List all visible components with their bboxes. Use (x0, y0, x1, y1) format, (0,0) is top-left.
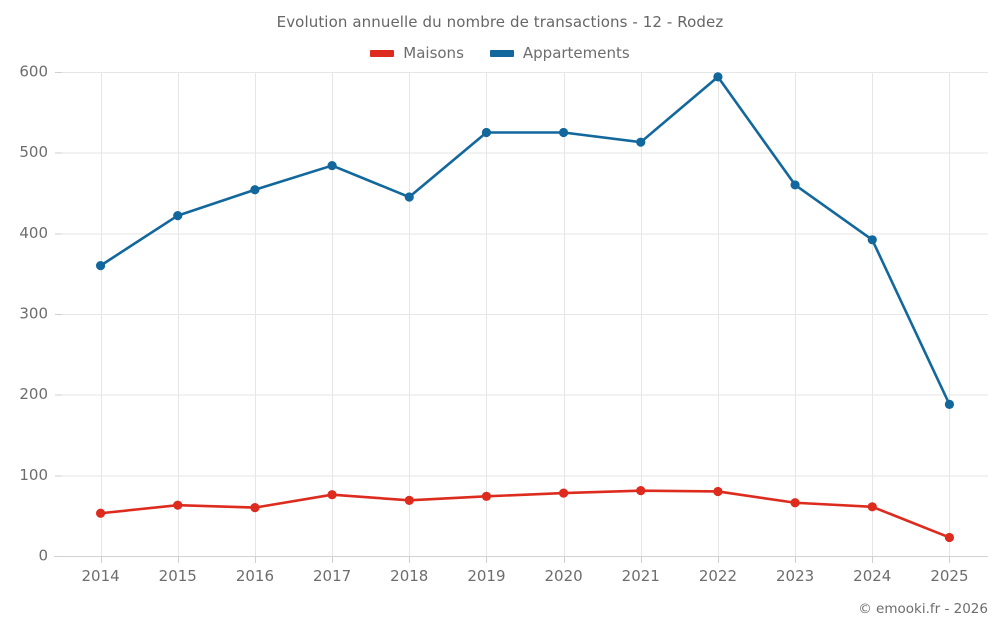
data-point-marker[interactable] (404, 192, 414, 202)
legend-label-maisons: Maisons (403, 44, 464, 62)
data-point-marker[interactable] (944, 399, 955, 409)
x-axis-tick-label: 2024 (853, 567, 891, 585)
data-point-marker[interactable] (173, 500, 183, 510)
y-axis-tick-label: 300 (19, 305, 48, 323)
data-point-marker[interactable] (481, 127, 492, 138)
x-axis-tick-label: 2021 (622, 567, 660, 585)
data-point-marker[interactable] (636, 137, 646, 147)
y-axis-tick-label: 0 (38, 547, 48, 565)
legend-item-appartements[interactable]: Appartements (489, 44, 630, 62)
legend-swatch-maisons (370, 49, 395, 57)
data-point-marker[interactable] (95, 508, 106, 518)
data-point-marker[interactable] (558, 488, 569, 498)
x-axis-tick-label: 2023 (776, 567, 814, 585)
data-point-marker[interactable] (713, 72, 723, 82)
y-axis-tick-label: 400 (19, 224, 48, 242)
x-axis-tick-label: 2014 (81, 567, 119, 585)
x-axis-tick-label: 2017 (313, 567, 351, 585)
data-point-marker[interactable] (790, 180, 800, 190)
data-point-marker[interactable] (867, 502, 877, 512)
y-axis-tick-label: 200 (19, 385, 48, 403)
data-point-marker[interactable] (173, 210, 183, 221)
data-point-marker[interactable] (327, 160, 337, 171)
chart-legend: Maisons Appartements (0, 44, 1000, 62)
series-line-maisons (99, 489, 951, 539)
chart-title: Evolution annuelle du nombre de transact… (276, 13, 724, 31)
data-point-marker[interactable] (481, 491, 492, 501)
x-axis-tick-label: 2016 (236, 567, 274, 585)
data-point-marker[interactable] (95, 261, 106, 271)
data-point-marker[interactable] (713, 486, 723, 497)
x-axis-tick-label: 2019 (467, 567, 505, 585)
data-point-marker[interactable] (636, 486, 646, 496)
data-point-marker[interactable] (944, 532, 955, 543)
x-axis-tick-label: 2020 (544, 567, 582, 585)
data-point-marker[interactable] (790, 498, 800, 508)
data-point-marker[interactable] (558, 127, 569, 138)
data-point-marker[interactable] (867, 235, 877, 245)
y-axis-tick-label: 500 (19, 143, 48, 161)
x-axis-tick-label: 2015 (159, 567, 197, 585)
legend-swatch-appartements (489, 49, 514, 57)
legend-label-appartements: Appartements (522, 44, 630, 62)
y-axis-tick-label: 100 (19, 466, 48, 484)
x-axis-tick-label: 2025 (930, 567, 968, 585)
series-line-appartements (99, 75, 951, 406)
data-point-marker[interactable] (250, 503, 260, 513)
legend-item-maisons[interactable]: Maisons (370, 44, 464, 62)
x-axis-tick-label: 2022 (699, 567, 737, 585)
y-axis-tick-label: 600 (19, 63, 48, 81)
data-point-marker[interactable] (327, 490, 337, 500)
x-axis-tick-label: 2018 (390, 567, 428, 585)
data-point-marker[interactable] (404, 495, 414, 505)
credit-text: © emooki.fr - 2026 (858, 601, 988, 617)
data-point-marker[interactable] (250, 185, 260, 195)
